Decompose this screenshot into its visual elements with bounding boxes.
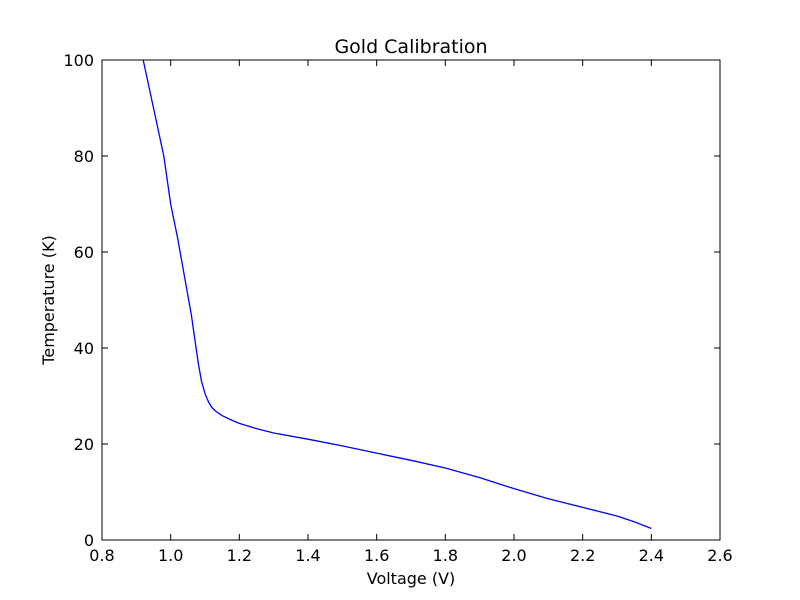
- x-tick-label: 2.6: [707, 546, 732, 565]
- y-axis-label: Temperature (K): [39, 235, 58, 365]
- chart-title: Gold Calibration: [334, 36, 487, 58]
- x-tick-label: 1.2: [227, 546, 252, 565]
- data-line-series-0: [142, 60, 652, 530]
- x-tick-label: 0.8: [89, 546, 114, 565]
- y-tick-label: 60: [74, 243, 94, 262]
- x-tick-label: 2.4: [639, 546, 664, 565]
- x-tick-label: 1.4: [295, 546, 320, 565]
- y-tick-label: 0: [84, 531, 94, 550]
- x-tick-label: 1.8: [433, 546, 458, 565]
- plot-area: 0.8 1.0 1.2 1.4 1.6 1.8 2.0 2.2 2.4 2.6 0 20 40 60 80 1…: [63, 51, 732, 565]
- y-tick-label: 80: [74, 147, 94, 166]
- x-axis-label: Voltage (V): [367, 569, 456, 588]
- x-tick-label: 1.0: [158, 546, 183, 565]
- x-tick-label: 1.6: [364, 546, 389, 565]
- axes-frame: [101, 59, 721, 541]
- y-tick-label: 20: [74, 435, 94, 454]
- x-tick-label: 2.2: [570, 546, 595, 565]
- y-tick-label: 100: [63, 51, 94, 70]
- y-tick-label: 40: [74, 339, 94, 358]
- x-tick-label: 2.0: [501, 546, 526, 565]
